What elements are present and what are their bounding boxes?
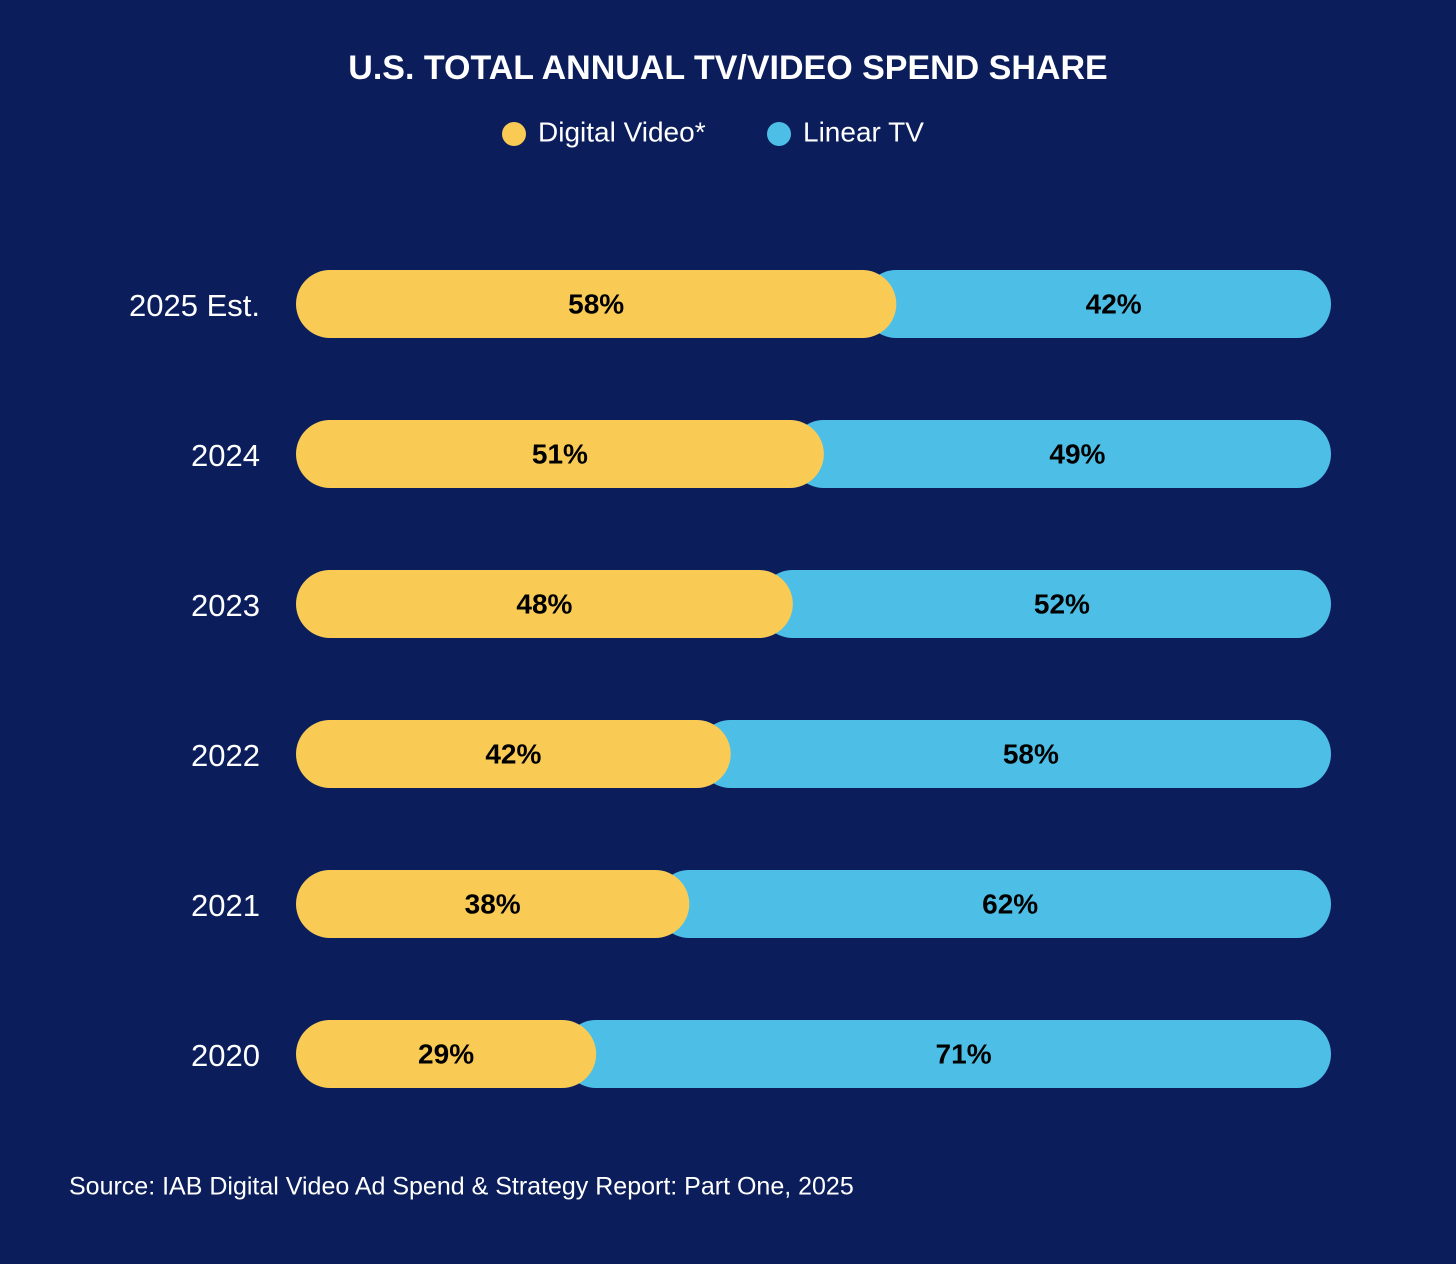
value-label: 29% <box>418 1038 474 1069</box>
legend-label: Linear TV <box>803 116 924 147</box>
value-label: 42% <box>485 738 541 769</box>
value-label: 52% <box>1034 588 1090 619</box>
category-label: 2024 <box>191 438 260 473</box>
value-label: 49% <box>1049 438 1105 469</box>
legend-swatch <box>767 122 791 146</box>
legend-label: Digital Video* <box>538 116 706 147</box>
source-note: Source: IAB Digital Video Ad Spend & Str… <box>69 1173 854 1201</box>
bar-segment <box>562 1020 1331 1088</box>
bar-segment <box>862 270 1331 338</box>
bar-segment <box>655 870 1331 938</box>
bar-segment <box>296 420 824 488</box>
category-label: 2025 Est. <box>129 288 260 323</box>
value-label: 71% <box>936 1038 992 1069</box>
bar-segment <box>296 270 897 338</box>
category-label: 2023 <box>191 588 260 623</box>
value-label: 42% <box>1086 288 1142 319</box>
value-label: 48% <box>516 588 572 619</box>
value-label: 58% <box>568 288 624 319</box>
bar-segment <box>758 570 1331 638</box>
legend-swatch <box>502 122 526 146</box>
bar-segment <box>296 1020 597 1088</box>
value-label: 62% <box>982 888 1038 919</box>
bar-segment <box>789 420 1331 488</box>
value-label: 58% <box>1003 738 1059 769</box>
bar-segment <box>296 570 793 638</box>
value-label: 51% <box>532 438 588 469</box>
bar-segment <box>696 720 1331 788</box>
bar-segment <box>296 870 690 938</box>
category-label: 2020 <box>191 1038 260 1073</box>
bar-segment <box>296 720 731 788</box>
category-label: 2021 <box>191 888 260 923</box>
chart-title: U.S. TOTAL ANNUAL TV/VIDEO SPEND SHARE <box>348 49 1107 87</box>
category-label: 2022 <box>191 738 260 773</box>
value-label: 38% <box>465 888 521 919</box>
